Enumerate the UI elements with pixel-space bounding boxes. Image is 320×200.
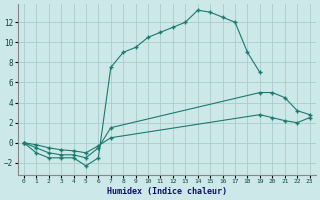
X-axis label: Humidex (Indice chaleur): Humidex (Indice chaleur) — [107, 187, 227, 196]
